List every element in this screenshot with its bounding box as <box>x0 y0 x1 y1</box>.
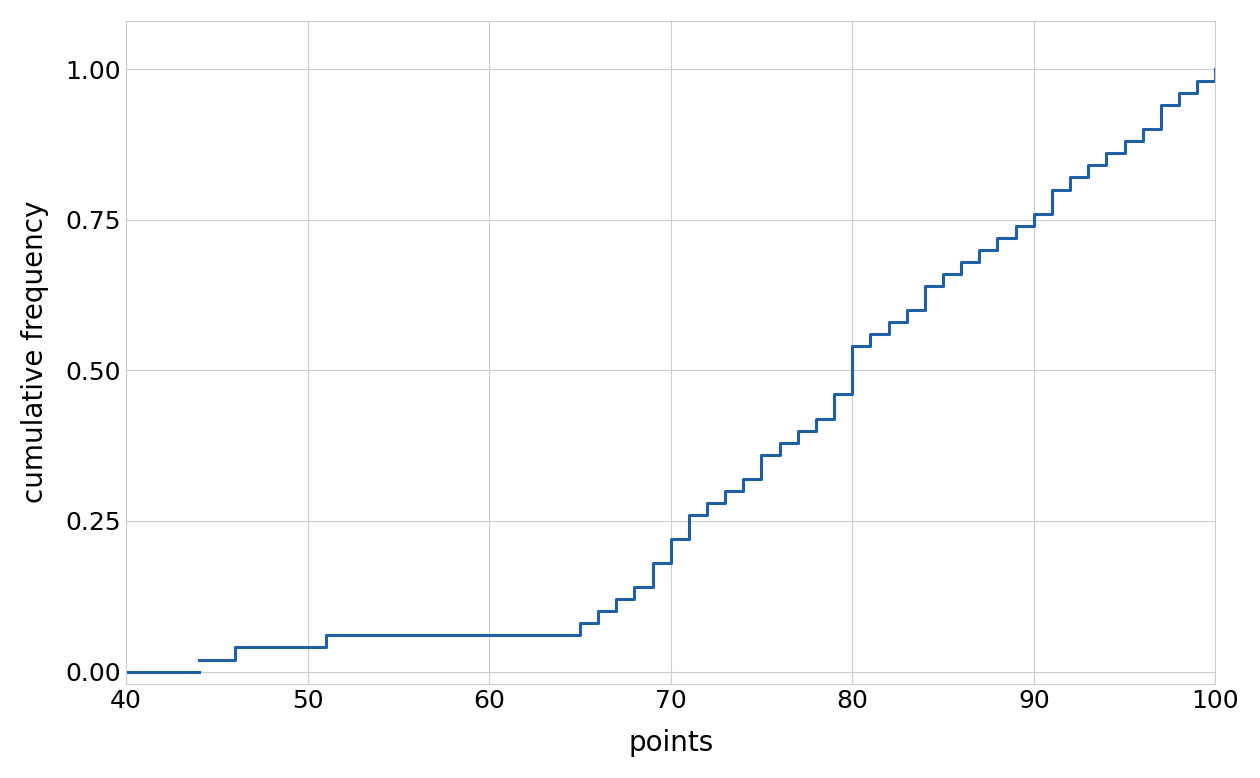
X-axis label: points: points <box>627 729 713 757</box>
Y-axis label: cumulative frequency: cumulative frequency <box>21 201 49 503</box>
